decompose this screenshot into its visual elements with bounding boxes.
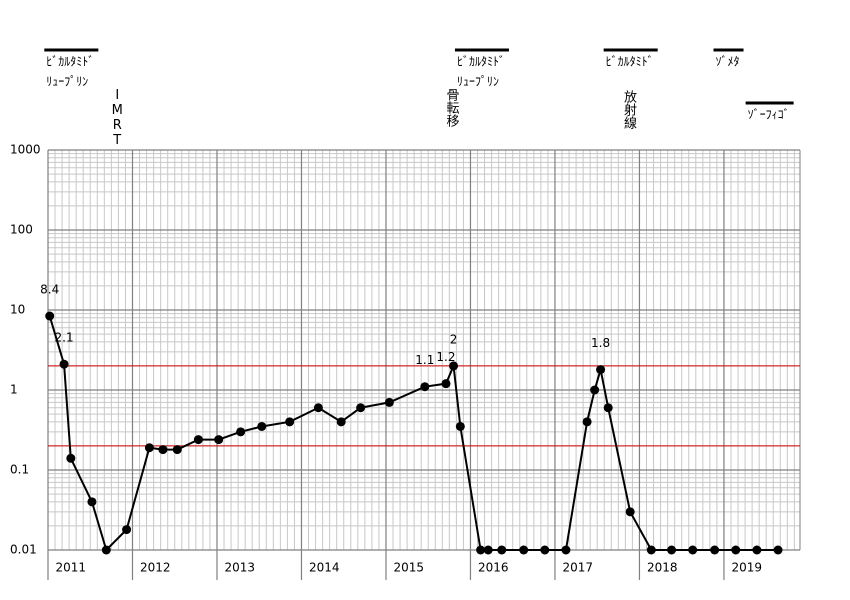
data-point [144, 443, 154, 453]
data-point [87, 497, 97, 507]
x-tick-label: 2016 [478, 561, 509, 575]
data-point [214, 435, 224, 445]
value-label: 2 [450, 332, 458, 346]
data-point [625, 507, 635, 517]
data-point [101, 545, 111, 555]
data-point [45, 311, 55, 321]
data-point [731, 545, 741, 555]
data-point [483, 545, 493, 555]
y-tick-label: 10 [10, 303, 25, 317]
data-point [710, 545, 720, 555]
data-point [420, 382, 430, 392]
annotation: ﾋﾞｶﾙﾀﾐﾄﾞ [46, 55, 94, 69]
value-label: 1.8 [591, 336, 610, 350]
annotation-vertical: 放射線 [621, 90, 637, 129]
annotation: ﾋﾞｶﾙﾀﾐﾄﾞ [457, 55, 505, 69]
data-point [596, 365, 606, 375]
data-point [336, 417, 346, 427]
data-point [236, 427, 246, 437]
value-label: 1.1 [415, 353, 434, 367]
annotation: ｿﾞﾒﾀ [716, 55, 740, 69]
data-point [384, 397, 394, 407]
value-label: 8.4 [40, 283, 59, 297]
data-point [59, 359, 69, 369]
data-point [476, 545, 486, 555]
annotation-vertical: IMRT [110, 88, 125, 148]
data-point [193, 435, 203, 445]
x-tick-label: 2019 [731, 561, 762, 575]
data-point [667, 545, 677, 555]
x-tick-label: 2015 [394, 561, 425, 575]
x-tick-label: 2014 [309, 561, 340, 575]
data-point [688, 545, 698, 555]
data-line [48, 315, 779, 552]
data-point [441, 379, 451, 389]
annotation: ﾘｭｰﾌﾟﾘﾝ [46, 75, 88, 89]
annotation-vertical: 骨転移 [444, 88, 460, 127]
data-point [313, 403, 323, 413]
annotation: ﾋﾞｶﾙﾀﾐﾄﾞ [606, 55, 654, 69]
data-point [646, 545, 656, 555]
data-point [582, 417, 592, 427]
data-point [497, 545, 507, 555]
data-point [561, 545, 571, 555]
x-tick-label: 2017 [563, 561, 594, 575]
annotation: ｿﾞｰﾌｨｺﾞ [748, 108, 790, 122]
data-point [773, 545, 783, 555]
data-point [752, 545, 762, 555]
x-tick-label: 2018 [647, 561, 678, 575]
y-tick-label: 1000 [10, 143, 41, 157]
data-point [122, 525, 132, 535]
data-point [66, 453, 76, 463]
value-label: 2.1 [55, 331, 74, 345]
value-label: 1.2 [436, 350, 455, 364]
x-tick-label: 2012 [140, 561, 171, 575]
data-point [158, 445, 168, 455]
y-tick-label: 1 [10, 383, 18, 397]
data-point [603, 403, 613, 413]
y-tick-label: 100 [10, 223, 33, 237]
y-tick-label: 0.1 [10, 463, 29, 477]
data-point [455, 421, 465, 431]
data-point [356, 403, 366, 413]
y-tick-label: 0.01 [10, 543, 37, 557]
data-point [285, 417, 295, 427]
data-point [590, 385, 600, 395]
data-point [172, 445, 182, 455]
x-tick-label: 2013 [225, 561, 256, 575]
annotation: ﾘｭｰﾌﾟﾘﾝ [457, 75, 499, 89]
data-point [519, 545, 529, 555]
data-point [449, 361, 459, 371]
data-point [540, 545, 550, 555]
x-tick-label: 2011 [56, 561, 87, 575]
data-point [257, 421, 267, 431]
